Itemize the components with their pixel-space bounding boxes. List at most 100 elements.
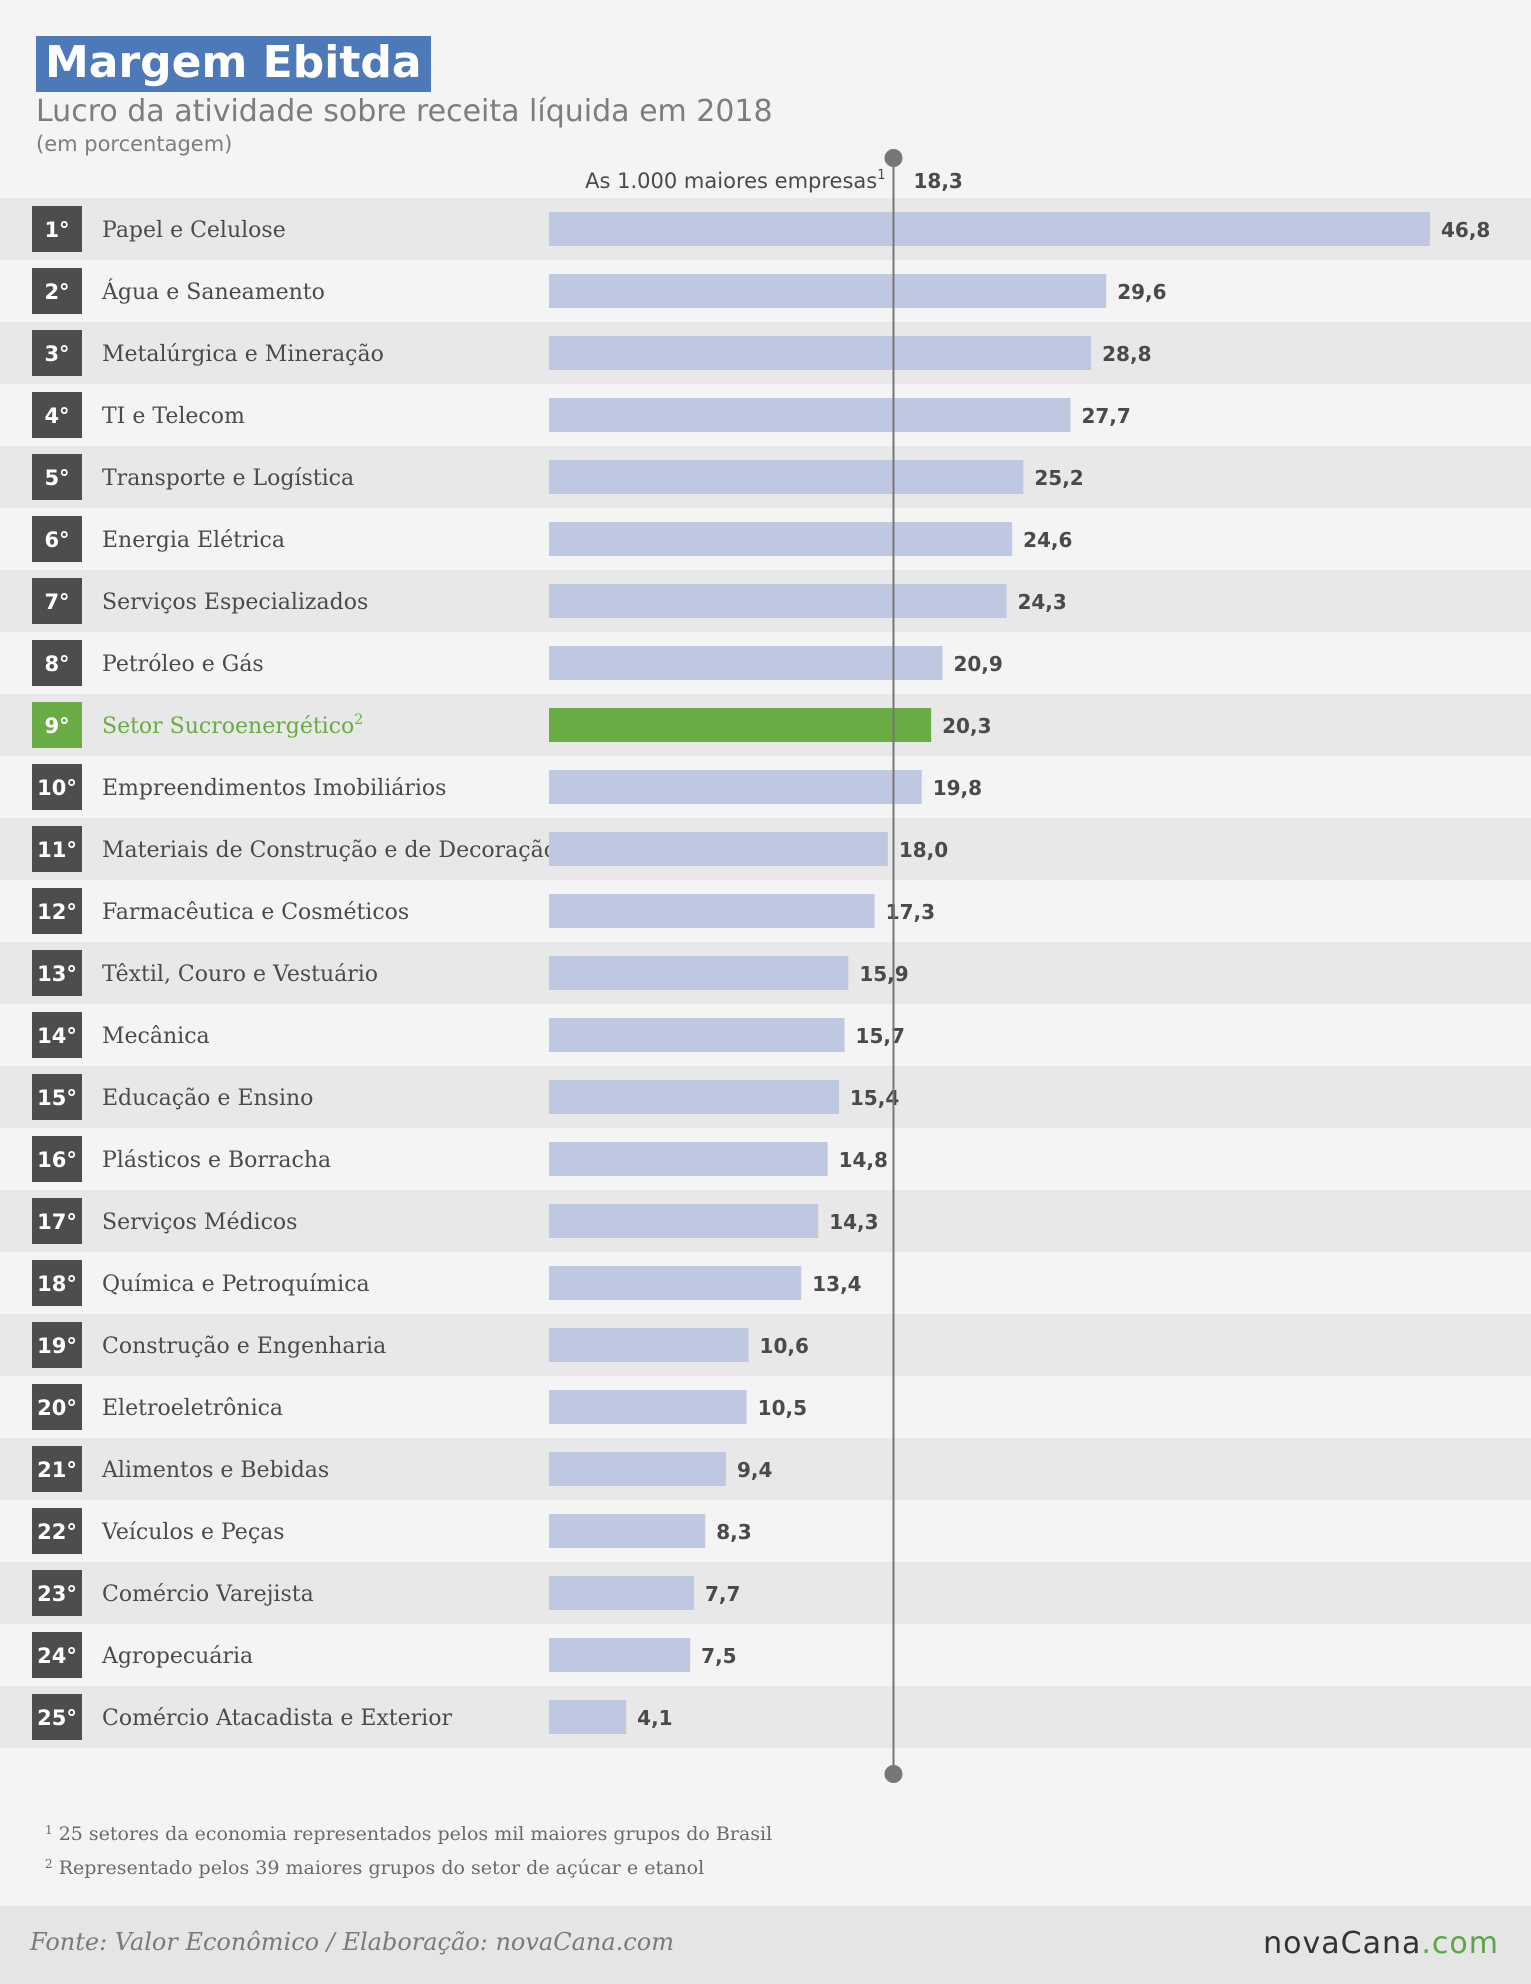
- bar: [549, 894, 875, 928]
- rank-box: [32, 1074, 82, 1120]
- rank-box: [32, 268, 82, 314]
- value-label: 18,0: [899, 838, 948, 862]
- footnote-1-mark: 1: [45, 1823, 53, 1837]
- rank-box: [32, 1632, 82, 1678]
- bar: [549, 832, 888, 866]
- category-label: Setor Sucroenergético2: [102, 712, 363, 739]
- rank-label: 2°: [44, 280, 69, 304]
- reference-value: 18,3: [913, 169, 962, 193]
- category-label: Alimentos e Bebidas: [101, 1458, 329, 1483]
- rank-label: 1°: [44, 218, 69, 242]
- value-label: 27,7: [1081, 404, 1130, 428]
- rank-box: [32, 1446, 82, 1492]
- category-label: Comércio Atacadista e Exterior: [102, 1706, 452, 1731]
- category-label: Química e Petroquímica: [102, 1272, 370, 1297]
- value-label: 19,8: [933, 776, 982, 800]
- rank-label: 7°: [44, 590, 69, 614]
- category-label: Construção e Engenharia: [102, 1334, 386, 1359]
- category-label: Metalúrgica e Mineração: [102, 342, 384, 367]
- bar: [549, 956, 849, 990]
- rank-box: [32, 1198, 82, 1244]
- category-label: Transporte e Logística: [102, 466, 354, 491]
- value-label: 4,1: [637, 1706, 672, 1730]
- value-label: 7,7: [705, 1582, 740, 1606]
- category-label: Serviços Especializados: [102, 590, 368, 615]
- bar: [549, 1514, 706, 1548]
- bar: [549, 1452, 726, 1486]
- value-label: 14,8: [839, 1148, 888, 1172]
- value-label: 13,4: [812, 1272, 861, 1296]
- value-label: 29,6: [1117, 280, 1166, 304]
- bar: [549, 460, 1024, 494]
- reference-bottom-dot: [884, 1765, 903, 1783]
- value-label: 10,5: [758, 1396, 807, 1420]
- value-label: 24,3: [1017, 590, 1066, 614]
- rank-label: 23°: [37, 1582, 77, 1606]
- rank-label: 25°: [37, 1706, 77, 1730]
- reference-top-dot: [884, 149, 903, 167]
- value-label: 20,9: [953, 652, 1002, 676]
- source-text: Fonte: Valor Econômico / Elaboração: nov…: [30, 1928, 674, 1956]
- value-label: 28,8: [1102, 342, 1151, 366]
- category-label: Materiais de Construção e de Decoração: [102, 838, 557, 863]
- value-label: 10,6: [760, 1334, 809, 1358]
- category-label: Plásticos e Borracha: [102, 1148, 331, 1173]
- bar: [549, 646, 943, 680]
- rank-box: [32, 826, 82, 872]
- rank-box: [32, 640, 82, 686]
- row-band: [0, 1314, 1531, 1376]
- rank-label: 21°: [37, 1458, 77, 1482]
- rank-box: [32, 1508, 82, 1554]
- category-label: Serviços Médicos: [102, 1210, 297, 1235]
- rank-box: [32, 454, 82, 500]
- footnote-2-mark: 2: [45, 1857, 53, 1871]
- bar: [549, 522, 1013, 556]
- rank-label: 5°: [44, 466, 69, 490]
- bar: [549, 1204, 819, 1238]
- value-label: 9,4: [737, 1458, 772, 1482]
- bar: [549, 708, 932, 742]
- bar: [549, 336, 1092, 370]
- category-label: Energia Elétrica: [102, 528, 285, 553]
- bar: [549, 1328, 749, 1362]
- footnote-2: 2 Representado pelos 39 maiores grupos d…: [45, 1849, 772, 1883]
- rank-box: [32, 1012, 82, 1058]
- rank-box: [32, 206, 82, 252]
- chart-subtitle: Lucro da atividade sobre receita líquida…: [36, 94, 773, 129]
- category-label: Água e Saneamento: [101, 278, 325, 305]
- rank-box: [32, 1384, 82, 1430]
- rank-label: 14°: [37, 1024, 77, 1048]
- footer: Fonte: Valor Econômico / Elaboração: nov…: [0, 1906, 1531, 1984]
- rank-label: 15°: [37, 1086, 77, 1110]
- bar: [549, 1390, 747, 1424]
- rank-box: [32, 578, 82, 624]
- bar: [549, 1700, 627, 1734]
- footnote-2-text: Representado pelos 39 maiores grupos do …: [58, 1857, 705, 1879]
- rank-box: [32, 516, 82, 562]
- chart-header: Margem Ebitda Lucro da atividade sobre r…: [36, 36, 773, 156]
- category-label: Farmacêutica e Cosméticos: [102, 900, 409, 925]
- bar: [549, 1142, 828, 1176]
- value-label: 20,3: [942, 714, 991, 738]
- rank-box: [32, 950, 82, 996]
- rank-box: [32, 702, 82, 748]
- value-label: 15,4: [850, 1086, 899, 1110]
- row-band: [0, 1562, 1531, 1624]
- value-label: 15,9: [859, 962, 908, 986]
- category-label: Veículos e Peças: [101, 1520, 285, 1545]
- rank-label: 8°: [44, 652, 69, 676]
- chart-unit: (em porcentagem): [36, 132, 233, 156]
- rank-label: 6°: [44, 528, 69, 552]
- bar: [549, 1638, 691, 1672]
- rank-box: [32, 1260, 82, 1306]
- brand-main: novaCana: [1263, 1926, 1422, 1961]
- value-label: 14,3: [829, 1210, 878, 1234]
- rank-label: 20°: [37, 1396, 77, 1420]
- bar: [549, 1576, 694, 1610]
- bar: [549, 584, 1007, 618]
- category-label: TI e Telecom: [102, 404, 245, 429]
- brand-logo: novaCana.com: [1263, 1926, 1499, 1961]
- value-label: 8,3: [716, 1520, 751, 1544]
- bar: [549, 770, 922, 804]
- row-band: [0, 1438, 1531, 1500]
